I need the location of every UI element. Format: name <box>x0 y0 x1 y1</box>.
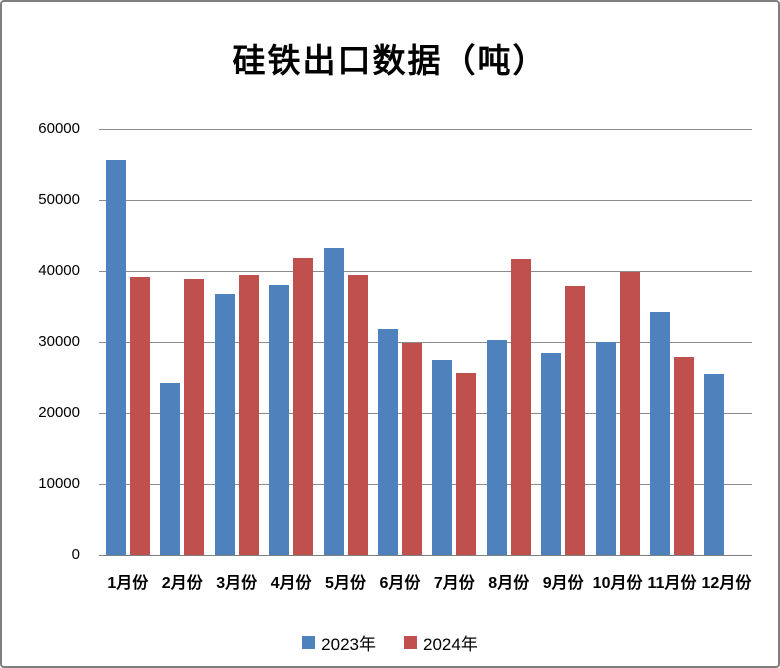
x-tick-label-1月份: 1月份 <box>107 575 149 592</box>
bar-2023年-7月份 <box>432 359 453 555</box>
x-tick-label-5月份: 5月份 <box>325 575 366 592</box>
legend-swatch-2024年 <box>404 636 417 649</box>
y-tick-label-20000: 20000 <box>38 404 80 421</box>
gridline-30000 <box>99 341 752 343</box>
y-tick-label-30000: 30000 <box>38 333 80 350</box>
bar-2023年-5月份 <box>323 247 344 555</box>
x-tick-label-6月份: 6月份 <box>379 575 421 592</box>
legend-label-2023年: 2023年 <box>321 635 376 654</box>
bar-2023年-3月份 <box>214 294 235 555</box>
bar-2023年-1月份 <box>105 159 126 555</box>
legend-swatch-2023年 <box>302 636 316 649</box>
x-tick-label-11月份: 11月份 <box>647 575 697 592</box>
bar-2023年-2月份 <box>160 383 181 555</box>
y-tick-label-50000: 50000 <box>38 191 80 208</box>
x-tick-label-3月份: 3月份 <box>216 575 258 592</box>
bar-2023年-4月份 <box>269 284 290 555</box>
bar-2023年-9月份 <box>541 352 562 555</box>
y-tick-label-40000: 40000 <box>38 262 80 279</box>
bar-2024年-8月份 <box>510 258 531 555</box>
x-tick-label-9月份: 9月份 <box>542 575 584 592</box>
legend-item-2023年: 2023年 <box>302 630 376 655</box>
y-tick-label-10000: 10000 <box>38 475 80 492</box>
bar-2024年-10月份 <box>619 271 640 555</box>
bar-2024年-3月份 <box>238 275 259 555</box>
bar-2023年-12月份 <box>704 373 725 555</box>
bar-2023年-10月份 <box>595 342 616 555</box>
gridline-60000 <box>99 128 752 130</box>
legend: 2023年 2024年 <box>2 630 778 655</box>
y-tick-label-60000: 60000 <box>38 120 80 137</box>
bar-2024年-4月份 <box>293 258 314 555</box>
x-tick-label-12月份: 12月份 <box>701 575 752 592</box>
gridline-10000 <box>99 483 752 485</box>
bar-2024年-2月份 <box>184 278 205 555</box>
legend-item-2024年: 2024年 <box>404 630 478 655</box>
x-tick-label-2月份: 2月份 <box>161 575 203 592</box>
bar-2023年-8月份 <box>486 339 507 555</box>
bar-2023年-6月份 <box>377 329 398 555</box>
bar-2024年-1月份 <box>129 277 150 555</box>
bar-2024年-9月份 <box>565 285 586 555</box>
bar-2024年-5月份 <box>347 275 368 555</box>
chart-title: 硅铁出口数据（吨） <box>232 44 548 80</box>
bar-2024年-6月份 <box>401 342 422 555</box>
x-tick-label-10月份: 10月份 <box>592 575 643 592</box>
bar-2023年-11月份 <box>650 312 670 555</box>
x-tick-label-7月份: 7月份 <box>433 575 475 592</box>
gridline-20000 <box>99 412 752 414</box>
legend-label-2024年: 2024年 <box>423 635 478 654</box>
x-tick-label-8月份: 8月份 <box>488 575 530 592</box>
x-tick-label-4月份: 4月份 <box>270 575 312 592</box>
plot-area <box>99 128 752 556</box>
gridline-40000 <box>99 270 752 272</box>
bar-2024年-7月份 <box>456 372 477 555</box>
y-tick-label-0: 0 <box>71 546 80 563</box>
bar-2024年-11月份 <box>674 356 694 555</box>
gridline-50000 <box>99 199 752 201</box>
